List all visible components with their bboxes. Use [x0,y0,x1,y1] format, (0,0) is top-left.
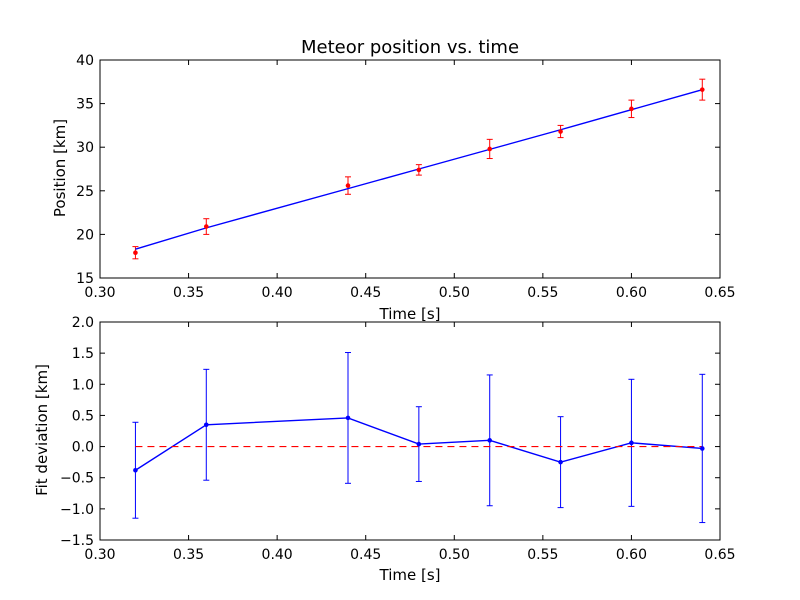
x-tick-label: 0.50 [439,547,470,563]
y-axis-label: Position [km] [51,119,69,217]
y-tick-label: 20 [76,227,94,243]
data-point [558,129,563,134]
x-tick-label: 0.65 [704,285,735,301]
x-tick-label: 0.40 [262,285,293,301]
x-tick-label: 0.35 [173,547,204,563]
data-points [133,87,705,256]
data-point [629,440,634,446]
x-tick-label: 0.45 [350,547,381,563]
x-tick-label: 0.40 [262,547,293,563]
x-tick-label: 0.60 [616,547,647,563]
data-point [487,146,493,152]
deviation-plot: Time [s] Fit deviation [km] 0.30 0.35 0.40… [33,315,736,584]
y-tick-label: 0.5 [72,408,94,424]
x-tick-label: 0.55 [527,547,558,563]
series-line [135,88,703,250]
x-tick-label: 0.55 [527,285,558,301]
y-tick-label: 1.5 [72,346,94,362]
y-tick-label: 0.0 [72,440,94,456]
ticks: 0.30 0.35 0.40 0.45 0.50 0.55 0.60 0.65 −1.5 −1.0… [60,315,736,563]
y-tick-label: −0.5 [60,471,94,487]
x-tick-label: 0.30 [84,285,115,301]
y-tick-label: 30 [76,140,94,156]
x-tick-label: 0.65 [704,547,735,563]
y-axis-label: Fit deviation [km] [33,364,51,496]
data-point [345,415,351,421]
deviation-lines [135,417,703,471]
position-plot: Meteor position vs. time Time [s] Positi… [51,37,736,323]
y-tick-label: 25 [76,184,94,200]
plot-frame [99,59,721,279]
y-tick-label: −1.0 [60,502,94,518]
data-point [416,167,422,173]
data-point [416,441,422,447]
x-tick-label: 0.30 [84,547,115,563]
data-point [699,446,705,451]
data-point [133,467,138,473]
data-point [133,250,138,256]
data-point [629,106,634,112]
chart-title: Meteor position vs. time [301,37,519,58]
x-axis-label: Time [s] [379,566,441,584]
data-points [133,415,705,473]
plot-frame [99,321,721,541]
x-tick-label: 0.45 [350,285,381,301]
y-tick-label: 2.0 [72,315,94,331]
y-tick-label: 40 [76,53,94,69]
y-tick-label: 35 [76,97,94,113]
data-point [203,224,209,229]
x-axis-label: Time [s] [379,305,441,323]
data-point [699,87,705,92]
y-tick-label: 15 [76,271,94,287]
y-tick-label: −1.5 [60,533,94,549]
x-tick-label: 0.50 [439,285,470,301]
fit-line [135,88,703,250]
data-point [558,459,563,465]
data-point [487,438,493,443]
x-tick-label: 0.60 [616,285,647,301]
data-point [345,183,351,188]
y-tick-label: 1.0 [72,377,94,393]
data-point [203,422,209,428]
x-tick-label: 0.35 [173,285,204,301]
ticks: 0.30 0.35 0.40 0.45 0.50 0.55 0.60 0.65 15 20 25 30… [76,53,735,301]
